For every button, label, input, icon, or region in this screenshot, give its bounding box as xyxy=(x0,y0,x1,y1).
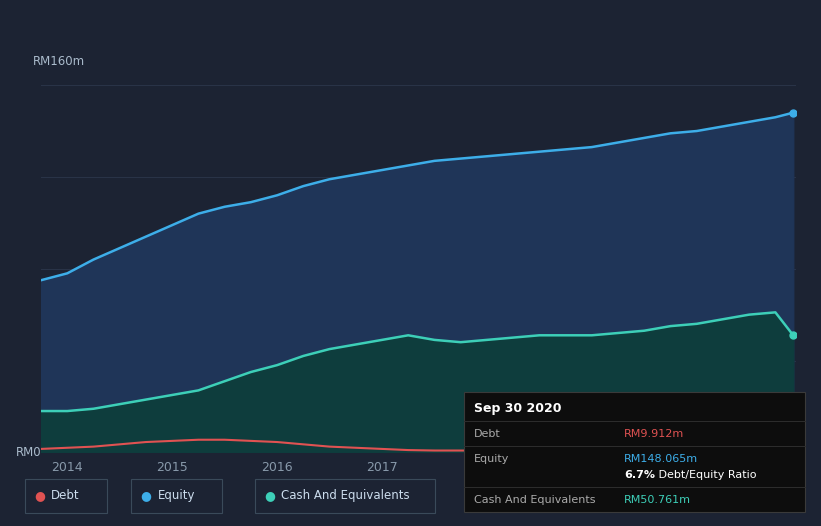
Text: Sep 30 2020: Sep 30 2020 xyxy=(474,402,562,415)
Text: Cash And Equivalents: Cash And Equivalents xyxy=(474,495,595,505)
Text: ●: ● xyxy=(264,489,275,502)
Text: ●: ● xyxy=(34,489,45,502)
Text: Debt/Equity Ratio: Debt/Equity Ratio xyxy=(655,470,757,480)
Text: Debt: Debt xyxy=(474,429,501,439)
Text: RM148.065m: RM148.065m xyxy=(624,454,698,464)
Text: 6.7%: 6.7% xyxy=(624,470,655,480)
Text: Cash And Equivalents: Cash And Equivalents xyxy=(281,489,410,502)
Text: RM160m: RM160m xyxy=(33,55,85,68)
Text: RM0: RM0 xyxy=(16,446,41,459)
Text: RM9.912m: RM9.912m xyxy=(624,429,684,439)
Text: Equity: Equity xyxy=(474,454,509,464)
Text: Equity: Equity xyxy=(158,489,195,502)
Text: ●: ● xyxy=(140,489,152,502)
Text: RM50.761m: RM50.761m xyxy=(624,495,691,505)
Text: Debt: Debt xyxy=(51,489,80,502)
